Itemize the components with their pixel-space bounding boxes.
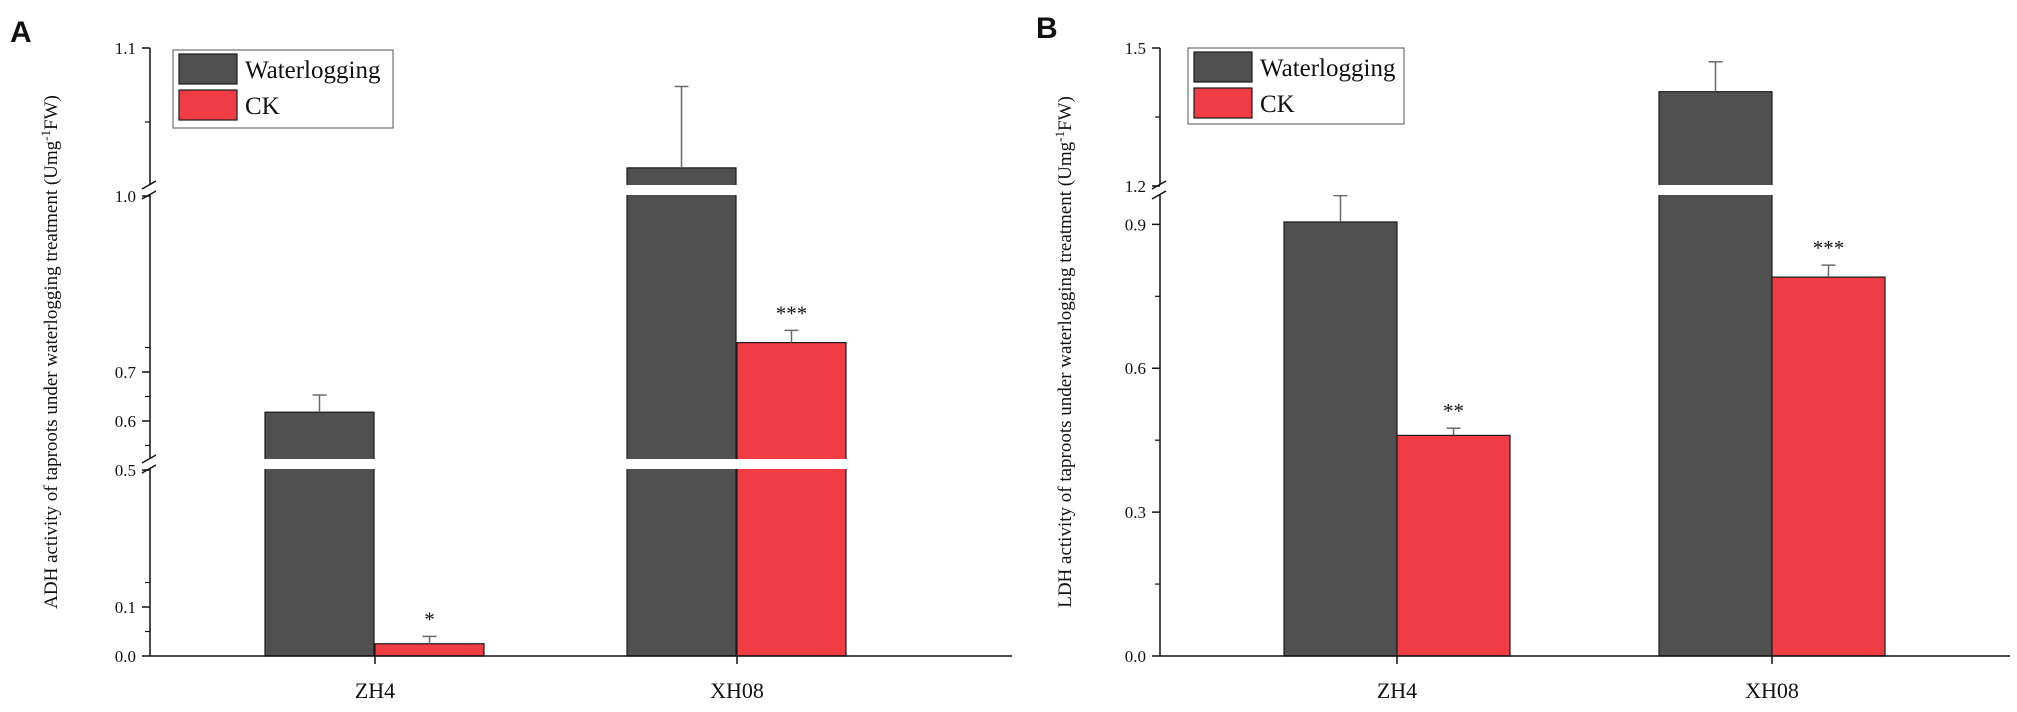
y-tick-label-a-0.7: 0.7 bbox=[115, 363, 137, 382]
bar-a-xh08-ck bbox=[736, 342, 847, 657]
y-tick-label-b-0.3: 0.3 bbox=[1125, 503, 1146, 522]
x-tick-label-b-xh08: XH08 bbox=[1745, 678, 1799, 703]
y-tick-label-b-1.5: 1.5 bbox=[1125, 39, 1146, 58]
axis-break-gap-a-0 bbox=[152, 459, 1012, 469]
panel-label-b: B bbox=[1036, 12, 1058, 45]
bar-b-zh4-waterlogging bbox=[1283, 221, 1398, 657]
legend-swatch-a-waterlogging bbox=[178, 53, 238, 85]
bar-a-xh08-waterlogging bbox=[626, 167, 737, 657]
y-tick-label-a-1.1: 1.1 bbox=[115, 39, 136, 58]
y-tick-label-b-1.2: 1.2 bbox=[1125, 177, 1146, 196]
y-tick-label-a-0.0: 0.0 bbox=[115, 647, 136, 666]
legend-label-a-waterlogging: Waterlogging bbox=[245, 57, 381, 84]
y-tick-label-b-0.6: 0.6 bbox=[1125, 359, 1146, 378]
break-mark-b-0-lower bbox=[1151, 190, 1167, 200]
break-mark-a-1-upper bbox=[141, 180, 157, 190]
bar-b-zh4-ck bbox=[1396, 434, 1511, 657]
x-tick-label-b-zh4: ZH4 bbox=[1377, 678, 1417, 703]
break-mark-b-0-upper bbox=[1151, 180, 1167, 190]
y-axis-title-a: ADH activity of taproots under waterlogg… bbox=[38, 95, 62, 609]
break-mark-a-0-lower bbox=[141, 464, 157, 474]
y-tick-label-a-0.1: 0.1 bbox=[115, 598, 136, 617]
legend-swatch-a-ck bbox=[178, 89, 238, 121]
y-tick-label-a-0.6: 0.6 bbox=[115, 412, 136, 431]
panel-label-a: A bbox=[10, 16, 32, 49]
bar-a-zh4-waterlogging bbox=[264, 411, 375, 657]
x-tick-label-a-xh08: XH08 bbox=[710, 678, 764, 703]
y-axis-break-a-0 bbox=[142, 459, 156, 469]
significance-a-zh4: * bbox=[424, 607, 435, 631]
legend-swatch-b-waterlogging bbox=[1193, 51, 1253, 83]
legend-label-a-ck: CK bbox=[245, 93, 280, 120]
break-mark-a-1-lower bbox=[141, 190, 157, 200]
significance-a-xh08: *** bbox=[776, 301, 808, 325]
break-mark-a-0-upper bbox=[141, 454, 157, 464]
axis-break-gap-b-0 bbox=[1162, 185, 2010, 195]
y-tick-label-a-0.5: 0.5 bbox=[115, 461, 136, 480]
bar-a-zh4-ck bbox=[374, 643, 485, 657]
significance-b-xh08: *** bbox=[1813, 236, 1845, 260]
legend-label-b-waterlogging: Waterlogging bbox=[1260, 55, 1396, 82]
bar-b-xh08-ck bbox=[1771, 276, 1886, 657]
significance-b-zh4: ** bbox=[1443, 399, 1464, 423]
y-axis-break-a-1 bbox=[142, 185, 156, 195]
legend-label-b-ck: CK bbox=[1260, 91, 1295, 118]
bar-b-xh08-waterlogging bbox=[1658, 91, 1773, 657]
y-tick-label-b-0.0: 0.0 bbox=[1125, 647, 1146, 666]
y-axis-title-b: LDH activity of taproots under waterlogg… bbox=[1052, 96, 1076, 608]
x-tick-label-a-zh4: ZH4 bbox=[355, 678, 395, 703]
y-axis-break-b-0 bbox=[1152, 185, 1166, 195]
y-tick-label-b-0.9: 0.9 bbox=[1125, 215, 1146, 234]
legend-swatch-b-ck bbox=[1193, 87, 1253, 119]
axis-break-gap-a-1 bbox=[152, 185, 1012, 195]
y-tick-label-a-1.0: 1.0 bbox=[115, 187, 136, 206]
